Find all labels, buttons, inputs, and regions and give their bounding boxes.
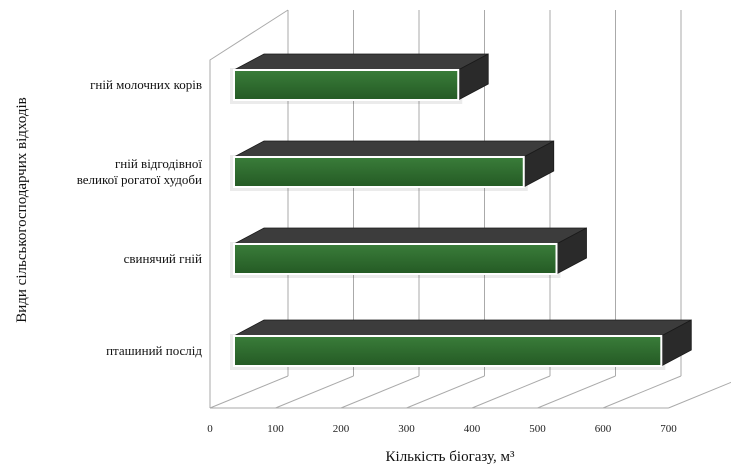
floor-grid-line <box>209 375 289 409</box>
x-tick-label: 100 <box>267 423 284 435</box>
x-tick-label: 500 <box>529 423 546 435</box>
bar-front-face <box>233 69 460 101</box>
bar-front-face <box>233 243 558 275</box>
floor-grid-line <box>406 375 485 409</box>
x-tick-labels: 0 100 200 300 400 500 600 700 <box>207 423 677 435</box>
category-label: пташиний послід <box>106 343 202 358</box>
floor-grid-line <box>602 375 682 409</box>
x-tick-label: 400 <box>464 423 481 435</box>
floor-grid-line <box>340 375 420 409</box>
bar-top-face <box>233 53 489 71</box>
x-tick-label: 300 <box>398 423 415 435</box>
bar-front-face <box>233 156 525 188</box>
bars <box>230 53 692 370</box>
category-label: свинячий гній <box>124 251 202 266</box>
x-tick-label: 0 <box>207 423 213 435</box>
bar <box>230 140 555 191</box>
x-tick-label: 200 <box>333 423 350 435</box>
side-wall-edge <box>209 9 289 408</box>
bar <box>230 319 692 370</box>
bar-front-face <box>233 335 663 367</box>
x-axis-label: Кількість біогазу, м³ <box>386 449 515 465</box>
floor-grid-line <box>537 375 616 409</box>
x-tick-label: 700 <box>660 423 677 435</box>
bar-top-face <box>233 140 554 158</box>
y-axis-label: Види сільськогосподарчих відходів <box>14 97 30 323</box>
bar <box>230 53 489 104</box>
floor-grid-line <box>275 375 354 409</box>
category-labels: гній молочних корів гній відгодівної велик… <box>77 77 203 358</box>
floor-grid-line <box>471 375 551 409</box>
bar-top-face <box>233 227 587 245</box>
bar <box>230 227 587 278</box>
bar-top-face <box>233 319 692 337</box>
category-label: гній молочних корів <box>90 77 202 92</box>
x-tick-label: 600 <box>595 423 612 435</box>
floor-grid-line <box>668 381 731 409</box>
category-label: гній відгодівної великої рогатої худоби <box>77 156 203 187</box>
